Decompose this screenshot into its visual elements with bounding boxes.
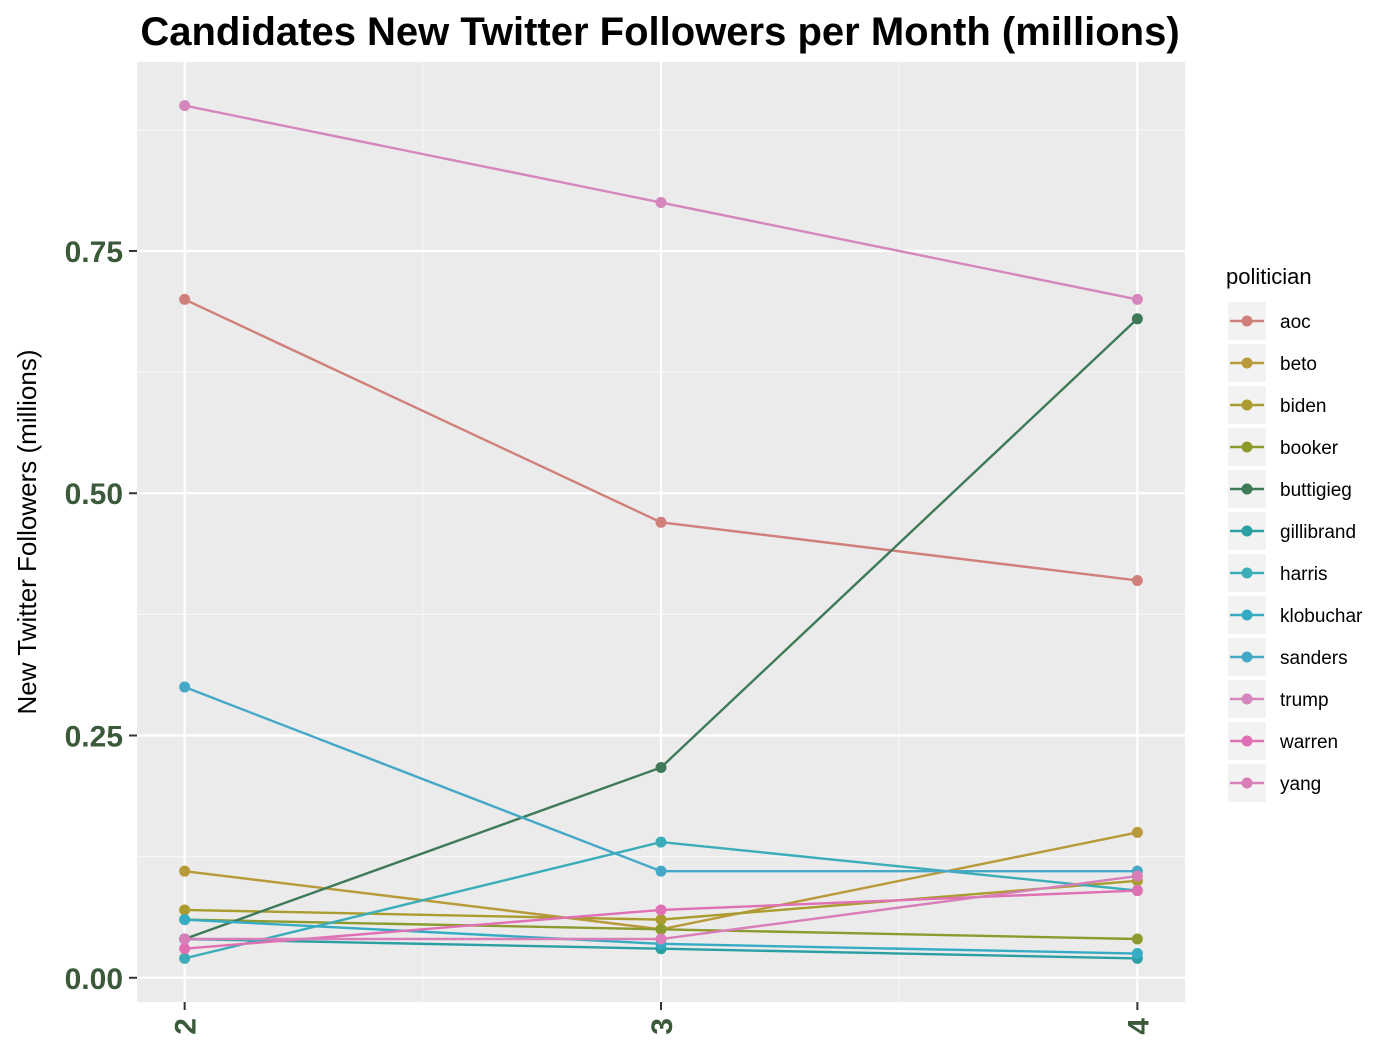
- point-harris-2: [179, 952, 191, 964]
- x-tick-label: 2: [170, 1018, 203, 1035]
- chart-title: Candidates New Twitter Followers per Mon…: [140, 10, 1179, 54]
- x-axis: 2 3 4: [170, 1002, 1155, 1035]
- point-warren-3: [655, 904, 667, 916]
- point-aoc-2: [179, 293, 191, 305]
- point-biden-2: [179, 904, 191, 916]
- point-trump-2: [179, 100, 191, 112]
- legend-label-warren: warren: [1279, 732, 1338, 753]
- point-biden-3: [655, 914, 667, 926]
- point-beto-4: [1131, 826, 1143, 838]
- legend-label-biden: biden: [1280, 396, 1327, 417]
- legend-label-yang: yang: [1280, 774, 1321, 795]
- point-aoc-3: [655, 516, 667, 528]
- legend-label-trump: trump: [1280, 690, 1329, 711]
- point-buttigieg-4: [1131, 313, 1143, 325]
- legend-label-booker: booker: [1280, 438, 1339, 459]
- legend-label-beto: beto: [1280, 354, 1317, 375]
- point-trump-3: [655, 197, 667, 209]
- x-tick-label: 4: [1122, 1018, 1155, 1035]
- legend-key-point-gillibrand: [1241, 525, 1253, 537]
- legend-key-point-beto: [1241, 357, 1253, 369]
- point-warren-2: [179, 943, 191, 955]
- point-yang-2: [179, 933, 191, 945]
- point-aoc-4: [1131, 574, 1143, 586]
- legend-label-sanders: sanders: [1280, 648, 1348, 669]
- point-klobuchar-4: [1131, 948, 1143, 960]
- point-booker-4: [1131, 933, 1143, 945]
- legend-key-point-warren: [1241, 735, 1253, 747]
- legend-label-klobuchar: klobuchar: [1280, 606, 1363, 627]
- y-axis-label: New Twitter Followers (millions): [12, 349, 42, 714]
- point-buttigieg-3: [655, 761, 667, 773]
- legend-key-point-aoc: [1241, 315, 1253, 327]
- x-tick-label: 3: [646, 1018, 679, 1035]
- legend-items: aoc beto biden booker buttigieg gillibrand har…: [1228, 302, 1363, 802]
- point-yang-3: [655, 933, 667, 945]
- y-tick-label: 0.75: [65, 236, 123, 269]
- point-klobuchar-2: [179, 914, 191, 926]
- point-sanders-3: [655, 865, 667, 877]
- point-sanders-2: [179, 681, 191, 693]
- y-tick-label: 0.50: [65, 478, 123, 511]
- legend-key-point-booker: [1241, 441, 1253, 453]
- legend-key-point-trump: [1241, 693, 1253, 705]
- point-beto-2: [179, 865, 191, 877]
- point-warren-4: [1131, 885, 1143, 897]
- point-trump-4: [1131, 293, 1143, 305]
- legend-key-point-sanders: [1241, 651, 1253, 663]
- legend-key-point-biden: [1241, 399, 1253, 411]
- legend-label-buttigieg: buttigieg: [1280, 480, 1352, 501]
- legend-key-point-klobuchar: [1241, 609, 1253, 621]
- legend-title: politician: [1226, 264, 1312, 289]
- point-booker-3: [655, 923, 667, 935]
- legend-label-aoc: aoc: [1280, 312, 1311, 333]
- y-tick-label: 0.00: [65, 963, 123, 996]
- point-harris-3: [655, 836, 667, 848]
- legend-key-point-harris: [1241, 567, 1253, 579]
- legend-label-gillibrand: gillibrand: [1280, 522, 1356, 543]
- legend-key-point-yang: [1241, 777, 1253, 789]
- series-points: [179, 100, 1143, 964]
- legend: politician aoc beto biden booker buttigieg gi…: [1226, 264, 1363, 802]
- legend-label-harris: harris: [1280, 564, 1328, 585]
- legend-key-point-buttigieg: [1241, 483, 1253, 495]
- point-yang-4: [1131, 870, 1143, 882]
- y-axis: 0.00 0.25 0.50 0.75: [65, 236, 137, 996]
- y-tick-label: 0.25: [65, 721, 123, 754]
